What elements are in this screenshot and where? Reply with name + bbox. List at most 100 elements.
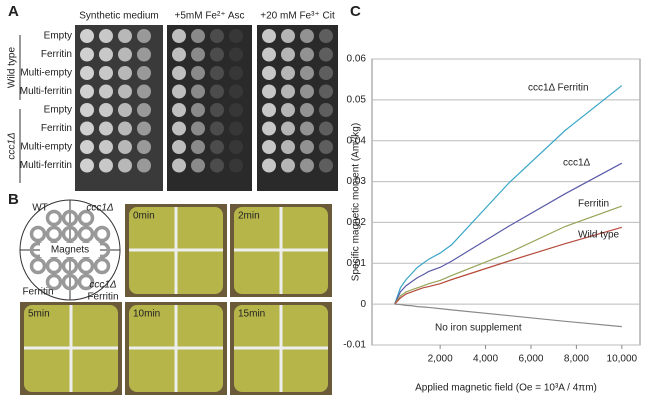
y-tick-label: 0.06 bbox=[347, 54, 367, 65]
colony-spot bbox=[137, 84, 151, 99]
row-label: Ferritin bbox=[41, 49, 72, 60]
diagram-label: Ferritin bbox=[87, 292, 118, 303]
colony-spot bbox=[137, 103, 151, 117]
magnet bbox=[77, 225, 95, 243]
colony-spot bbox=[191, 47, 205, 62]
colony-spot bbox=[137, 121, 151, 136]
colony-spot bbox=[262, 121, 276, 136]
y-axis-label: Specific magnetic moment (Am²/kg) bbox=[351, 123, 362, 281]
colony-spot bbox=[300, 121, 314, 136]
colony-spot bbox=[262, 47, 276, 62]
x-tick-label: 4,000 bbox=[473, 354, 498, 365]
x-tick-label: 2,000 bbox=[428, 354, 453, 365]
group-label: Wild type bbox=[7, 47, 18, 89]
magnet bbox=[45, 257, 63, 275]
colony-spot bbox=[300, 66, 314, 80]
colony-spot bbox=[191, 158, 205, 173]
colony-spot bbox=[229, 66, 243, 80]
row-label: Multi-empty bbox=[20, 142, 72, 153]
colony-spot bbox=[118, 47, 132, 62]
colony-spot bbox=[281, 103, 295, 117]
colony-spot bbox=[229, 29, 243, 43]
series-line bbox=[394, 205, 623, 305]
colony-spot bbox=[229, 47, 243, 62]
colony-spot bbox=[191, 29, 205, 43]
colony-spot bbox=[281, 121, 295, 136]
series-label: ccc1Δ bbox=[563, 158, 591, 169]
colony-spot bbox=[281, 84, 295, 99]
colony-spot bbox=[210, 140, 224, 154]
colony-spot bbox=[281, 66, 295, 80]
colony-spot bbox=[300, 29, 314, 43]
colony-spot bbox=[262, 103, 276, 117]
colony-spot bbox=[80, 121, 94, 136]
y-tick-label: 0.01 bbox=[347, 258, 367, 269]
colony-spot bbox=[137, 158, 151, 173]
y-tick-label: 0.02 bbox=[347, 217, 367, 228]
series-label: Wild type bbox=[578, 230, 620, 241]
colony-spot bbox=[210, 47, 224, 62]
colony-spot bbox=[99, 66, 113, 80]
colony-spot bbox=[319, 84, 333, 99]
magnet bbox=[61, 209, 79, 227]
row-label: Empty bbox=[44, 105, 72, 116]
time-label: 10min bbox=[133, 309, 160, 320]
colony-spot bbox=[137, 140, 151, 154]
y-tick-label: -0.01 bbox=[343, 340, 366, 351]
colony-spot bbox=[281, 47, 295, 62]
colony-spot bbox=[191, 84, 205, 99]
colony-spot bbox=[118, 84, 132, 99]
diagram-label: WT bbox=[32, 203, 48, 214]
magnet bbox=[77, 273, 95, 291]
column-header: Synthetic medium bbox=[79, 11, 158, 22]
colony-spot bbox=[210, 29, 224, 43]
column-header: +5mM Fe²⁺ Asc bbox=[174, 11, 244, 22]
colony-spot bbox=[99, 158, 113, 173]
colony-spot bbox=[319, 47, 333, 62]
y-tick-label: 0.04 bbox=[347, 135, 367, 146]
colony-spot bbox=[118, 121, 132, 136]
colony-spot bbox=[172, 47, 186, 62]
label-bg bbox=[40, 243, 100, 257]
colony-spot bbox=[300, 84, 314, 99]
colony-spot bbox=[262, 84, 276, 99]
colony-spot bbox=[191, 66, 205, 80]
magnet bbox=[61, 273, 79, 291]
colony-spot bbox=[210, 103, 224, 117]
colony-spot bbox=[191, 103, 205, 117]
x-tick-label: 10,000 bbox=[607, 354, 638, 365]
colony-spot bbox=[172, 103, 186, 117]
colony-spot bbox=[319, 66, 333, 80]
magnet bbox=[77, 209, 95, 227]
colony-spot bbox=[281, 29, 295, 43]
colony-spot bbox=[229, 103, 243, 117]
colony-spot bbox=[172, 140, 186, 154]
colony-spot bbox=[118, 66, 132, 80]
colony-spot bbox=[80, 140, 94, 154]
diagram-label: Magnets bbox=[51, 245, 89, 256]
colony-spot bbox=[229, 158, 243, 173]
colony-spot bbox=[80, 29, 94, 43]
diagram-label: Ferritin bbox=[22, 287, 53, 298]
magnet bbox=[61, 257, 79, 275]
colony-spot bbox=[281, 140, 295, 154]
time-label: 0min bbox=[133, 211, 155, 222]
time-label: 15min bbox=[238, 309, 265, 320]
time-label: 5min bbox=[28, 309, 50, 320]
colony-spot bbox=[99, 140, 113, 154]
colony-spot bbox=[137, 47, 151, 62]
diagram-label: ccc1Δ bbox=[89, 280, 117, 291]
row-label: Empty bbox=[44, 31, 72, 42]
panel-label: B bbox=[8, 191, 19, 208]
series-line bbox=[394, 162, 623, 305]
colony-spot bbox=[99, 29, 113, 43]
x-tick-label: 8,000 bbox=[564, 354, 589, 365]
colony-spot bbox=[319, 103, 333, 117]
magnet bbox=[77, 257, 95, 275]
colony-spot bbox=[172, 66, 186, 80]
colony-spot bbox=[319, 140, 333, 154]
colony-spot bbox=[172, 84, 186, 99]
colony-spot bbox=[319, 29, 333, 43]
colony-spot bbox=[210, 121, 224, 136]
